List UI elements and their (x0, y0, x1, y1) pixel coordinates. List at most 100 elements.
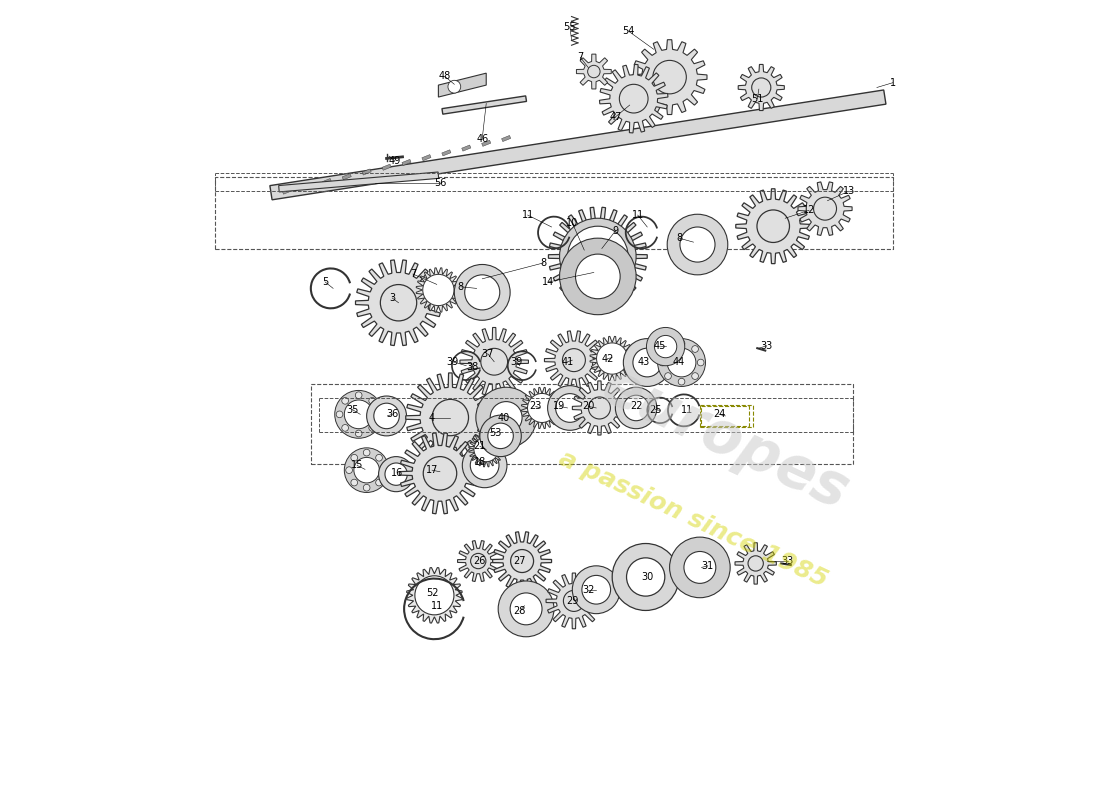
Polygon shape (469, 432, 504, 467)
Polygon shape (544, 331, 604, 390)
Text: 46: 46 (476, 134, 488, 143)
Text: 28: 28 (514, 606, 526, 616)
Text: 11: 11 (631, 210, 644, 220)
Polygon shape (270, 90, 886, 200)
Circle shape (363, 450, 370, 456)
Text: 54: 54 (621, 26, 635, 36)
Text: europes: europes (593, 358, 858, 522)
Circle shape (448, 80, 461, 93)
Text: 11: 11 (681, 405, 693, 414)
Text: 7: 7 (410, 269, 416, 279)
Polygon shape (572, 381, 627, 435)
Circle shape (670, 537, 730, 598)
Circle shape (596, 343, 628, 374)
Circle shape (647, 327, 684, 366)
Text: 25: 25 (649, 405, 661, 414)
Circle shape (476, 387, 537, 448)
Text: 24: 24 (713, 410, 725, 419)
Text: 29: 29 (566, 596, 579, 606)
Circle shape (814, 197, 836, 220)
Circle shape (354, 458, 379, 483)
Circle shape (563, 590, 584, 611)
Text: 27: 27 (514, 556, 526, 566)
Text: 17: 17 (426, 465, 438, 475)
Text: 33: 33 (761, 341, 773, 350)
Text: 8: 8 (540, 258, 547, 268)
Polygon shape (462, 145, 471, 151)
Circle shape (568, 226, 628, 286)
Text: 8: 8 (676, 233, 682, 243)
Text: 11: 11 (431, 601, 443, 610)
Text: 47: 47 (609, 112, 622, 122)
Circle shape (562, 349, 585, 372)
Text: 56: 56 (433, 178, 447, 188)
Text: 55: 55 (563, 22, 576, 32)
Circle shape (368, 398, 375, 404)
Polygon shape (798, 182, 852, 235)
Circle shape (355, 392, 362, 398)
Polygon shape (302, 183, 311, 190)
Text: 5: 5 (322, 277, 328, 287)
Text: 22: 22 (630, 402, 642, 411)
Circle shape (652, 60, 686, 94)
Circle shape (757, 210, 790, 242)
Circle shape (510, 593, 542, 625)
Polygon shape (402, 159, 411, 166)
Circle shape (556, 394, 584, 422)
Circle shape (560, 218, 636, 294)
Circle shape (471, 451, 499, 480)
Polygon shape (460, 327, 528, 396)
Text: 12: 12 (803, 206, 815, 215)
Polygon shape (416, 268, 461, 312)
Circle shape (664, 346, 671, 352)
Circle shape (424, 457, 456, 490)
Text: 10: 10 (566, 218, 579, 228)
Circle shape (664, 373, 671, 379)
Text: 19: 19 (553, 402, 565, 411)
Circle shape (363, 484, 370, 491)
Circle shape (668, 214, 728, 275)
Text: 13: 13 (843, 186, 855, 196)
Text: 53: 53 (490, 429, 502, 438)
Circle shape (575, 254, 620, 298)
Text: 14: 14 (542, 277, 554, 287)
Polygon shape (399, 433, 481, 514)
Text: 32: 32 (582, 585, 594, 594)
Circle shape (624, 395, 649, 421)
Circle shape (368, 425, 375, 431)
Polygon shape (632, 40, 707, 114)
Text: 21: 21 (474, 442, 486, 451)
Text: a passion since 1985: a passion since 1985 (556, 446, 832, 593)
Text: 30: 30 (641, 572, 653, 582)
Polygon shape (442, 96, 527, 114)
Text: 3: 3 (389, 293, 395, 303)
Text: 4: 4 (429, 413, 436, 422)
Text: 39: 39 (510, 357, 522, 366)
Circle shape (351, 454, 358, 461)
Circle shape (748, 556, 763, 571)
Circle shape (498, 581, 554, 637)
Circle shape (376, 454, 383, 461)
Text: 40: 40 (497, 413, 510, 422)
Circle shape (487, 423, 514, 449)
Circle shape (351, 479, 358, 486)
Text: 51: 51 (751, 94, 763, 104)
Circle shape (654, 335, 676, 358)
Polygon shape (407, 567, 462, 623)
Circle shape (548, 386, 592, 430)
Text: 15: 15 (351, 460, 363, 470)
Text: 43: 43 (638, 357, 650, 366)
Circle shape (366, 396, 407, 436)
Text: 31: 31 (702, 561, 714, 571)
Circle shape (374, 403, 399, 429)
Circle shape (587, 66, 601, 78)
Circle shape (342, 398, 349, 404)
Circle shape (345, 467, 352, 474)
Polygon shape (738, 65, 784, 110)
Circle shape (588, 397, 610, 419)
Text: 52: 52 (426, 588, 438, 598)
Circle shape (422, 274, 454, 306)
Circle shape (679, 340, 685, 346)
Polygon shape (590, 336, 635, 381)
Circle shape (632, 348, 661, 377)
